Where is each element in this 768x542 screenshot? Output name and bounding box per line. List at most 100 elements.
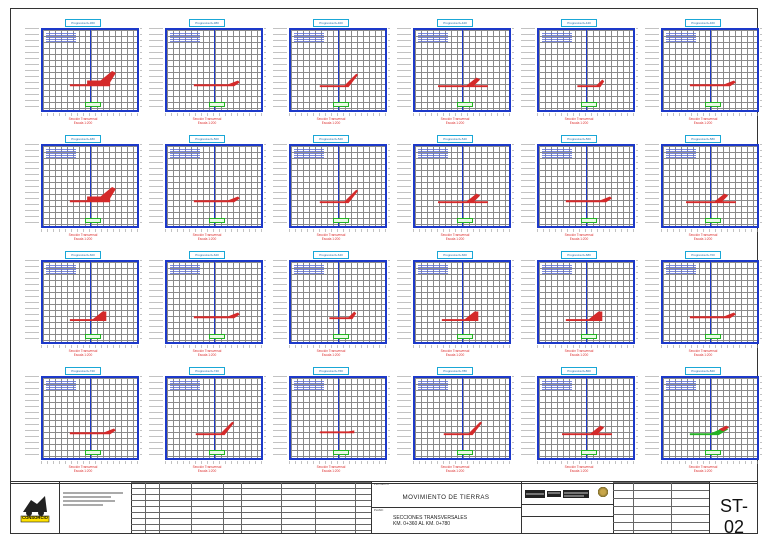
section-title: Progresiva 0+380 — [189, 19, 225, 27]
cross-section: Progresiva 0+600 Sección Transversal Escal… — [23, 251, 142, 365]
centerline — [710, 146, 711, 226]
section-label-line2: Escala 1:200 — [73, 353, 93, 357]
centerline — [214, 30, 215, 110]
offset-scale — [537, 113, 635, 116]
section-title: Progresiva 0+460 — [685, 19, 721, 27]
elevation-scale — [388, 376, 390, 460]
section-profile — [193, 80, 240, 87]
elevation-scale — [760, 376, 762, 460]
project-title: MOVIMIENTO DE TIERRAS — [402, 494, 490, 501]
section-plot — [537, 28, 635, 112]
section-plot — [413, 260, 511, 344]
seal-icon — [597, 486, 609, 498]
offset-scale — [537, 229, 635, 232]
section-profile — [69, 70, 116, 87]
centerline — [586, 262, 587, 342]
company-info-cell — [59, 482, 132, 533]
offset-scale — [289, 345, 387, 348]
elevation-scale — [273, 260, 287, 344]
offset-scale — [413, 229, 511, 232]
section-label-line2: Escala 1:200 — [445, 121, 465, 125]
section-plot — [413, 144, 511, 228]
centerline — [462, 262, 463, 342]
cross-section: Progresiva 0+560 Sección Transversal Escal… — [519, 135, 638, 249]
section-data-table — [666, 149, 696, 159]
section-data-table — [542, 381, 572, 391]
elevation-scale — [273, 28, 287, 112]
section-label-line1: Sección Transversal — [68, 465, 98, 469]
elevation-scale — [397, 144, 411, 228]
cross-section: Progresiva 0+660 Sección Transversal Escal… — [395, 251, 514, 365]
company-name: CONSORCIO — [22, 515, 48, 520]
elevation-scale — [645, 376, 659, 460]
elevation-scale — [149, 376, 163, 460]
section-label: Sección Transversal Escala 1:200 — [425, 233, 485, 241]
section-plot — [165, 260, 263, 344]
cross-section: Progresiva 0+480 Sección Transversal Escal… — [23, 135, 142, 249]
section-data-table — [46, 149, 76, 159]
section-profile — [319, 430, 355, 434]
section-plot — [537, 260, 635, 344]
section-profile — [69, 428, 116, 435]
section-title: Progresiva 0+700 — [685, 251, 721, 259]
centerline — [214, 146, 215, 226]
section-profile — [69, 311, 107, 322]
elevation-scale — [149, 28, 163, 112]
section-label-line2: Escala 1:200 — [321, 469, 341, 473]
section-label: Sección Transversal Escala 1:200 — [301, 349, 361, 357]
section-plot — [289, 376, 387, 460]
section-label-line2: Escala 1:200 — [197, 353, 217, 357]
cross-section: Progresiva 0+820 Sección Transversal Escal… — [643, 367, 762, 481]
elevation-scale — [760, 260, 762, 344]
section-label-line2: Escala 1:200 — [445, 237, 465, 241]
elevation-scale — [397, 376, 411, 460]
elevation-scale — [521, 260, 535, 344]
section-title: Progresiva 0+360 — [65, 19, 101, 27]
cross-section: Progresiva 0+420 Sección Transversal Escal… — [395, 19, 514, 133]
section-data-table — [542, 265, 572, 275]
approval-cell — [521, 482, 614, 533]
centerline — [214, 378, 215, 458]
cross-section: Progresiva 0+580 Sección Transversal Escal… — [643, 135, 762, 249]
section-label-line2: Escala 1:200 — [693, 353, 713, 357]
section-data-table — [46, 381, 76, 391]
cross-section: Progresiva 0+500 Sección Transversal Escal… — [147, 135, 266, 249]
section-label: Sección Transversal Escala 1:200 — [53, 117, 113, 125]
section-plot — [165, 376, 263, 460]
section-label-line1: Sección Transversal — [564, 349, 594, 353]
section-label: Sección Transversal Escala 1:200 — [301, 233, 361, 241]
section-profile — [329, 311, 357, 320]
drawing-title: SECCIONES TRANSVERSALES KM. 0+360 AL KM.… — [393, 515, 467, 527]
area-box — [333, 334, 349, 339]
area-box — [209, 218, 225, 223]
offset-scale — [289, 113, 387, 116]
section-plot — [537, 144, 635, 228]
section-plot — [661, 144, 759, 228]
section-data-table — [542, 33, 572, 43]
area-box — [705, 218, 721, 223]
drawing-sheet: Progresiva 0+360 Sección Transversal Escal… — [10, 8, 762, 537]
section-label-line2: Escala 1:200 — [569, 121, 589, 125]
section-label-line1: Sección Transversal — [564, 465, 594, 469]
centerline — [710, 262, 711, 342]
section-data-table — [46, 265, 76, 275]
section-label-line1: Sección Transversal — [316, 117, 346, 121]
elevation-scale — [512, 144, 514, 228]
section-label: Sección Transversal Escala 1:200 — [177, 117, 237, 125]
section-title: Progresiva 0+420 — [437, 19, 473, 27]
section-plot — [41, 28, 139, 112]
section-label-line1: Sección Transversal — [564, 117, 594, 121]
elevation-scale — [760, 28, 762, 112]
section-data-table — [170, 149, 200, 159]
area-box — [581, 218, 597, 223]
section-label-line2: Escala 1:200 — [321, 237, 341, 241]
section-profile — [319, 73, 359, 88]
section-profile — [441, 311, 479, 322]
centerline — [214, 262, 215, 342]
area-box — [333, 218, 349, 223]
section-label-line1: Sección Transversal — [440, 465, 470, 469]
elevation-scale — [521, 376, 535, 460]
section-data-table — [418, 381, 448, 391]
elevation-scale — [512, 376, 514, 460]
section-label-line1: Sección Transversal — [688, 349, 718, 353]
